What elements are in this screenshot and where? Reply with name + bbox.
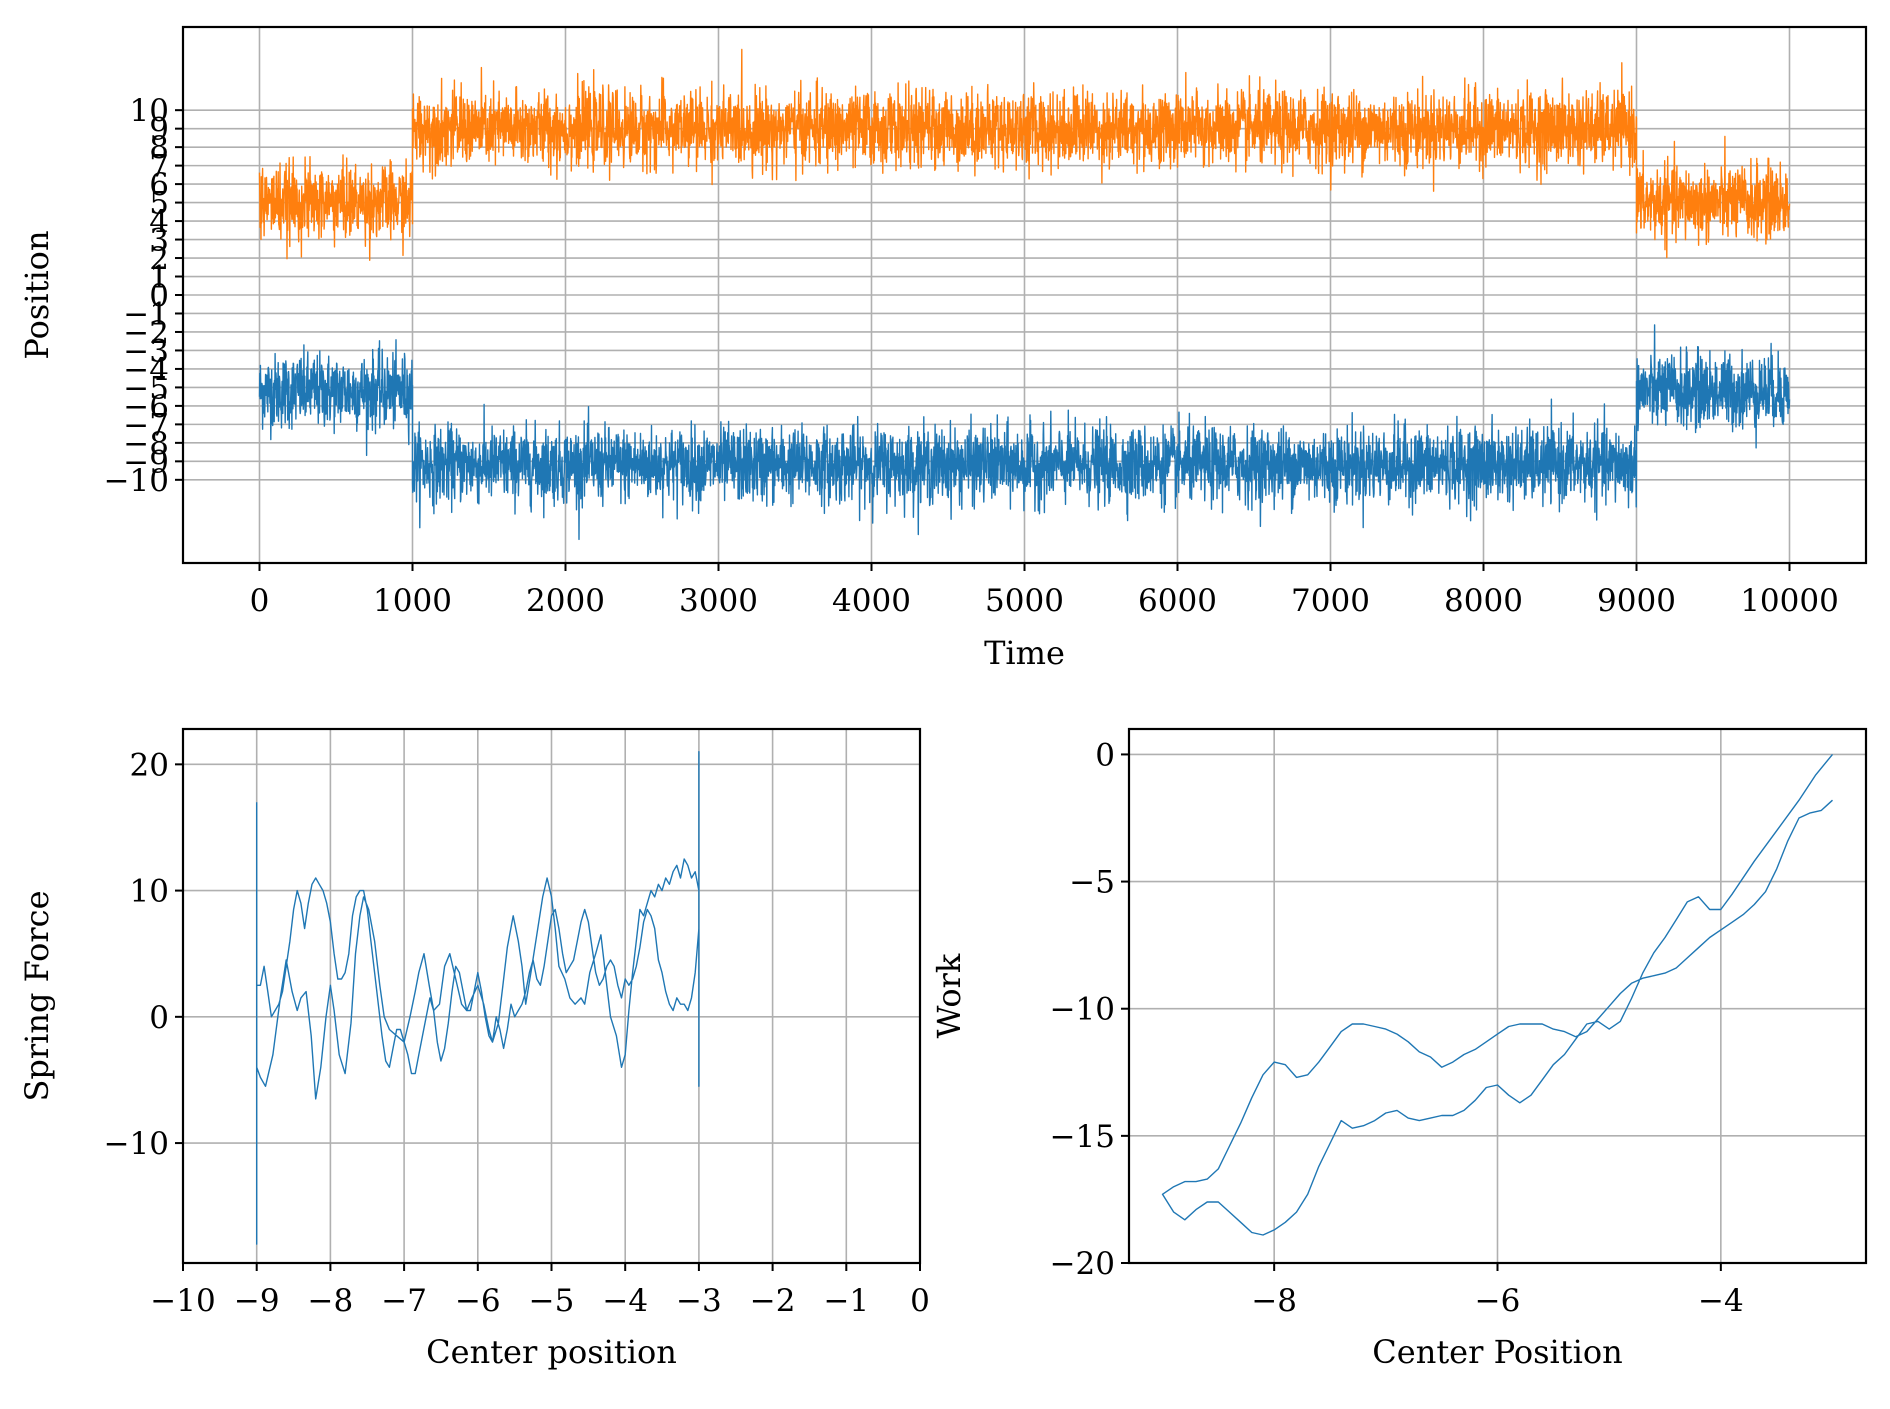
x-tick-label: 6000 [1138, 583, 1217, 619]
chart-time-position: 0 1000 2000 3000 4000 5000 6000 7000 8000 9000 100… [18, 25, 1868, 672]
data-series-line [258, 48, 1791, 261]
x-axis-title: Center position [426, 1333, 677, 1371]
x-tick-label: 7000 [1291, 583, 1370, 619]
x-tick-label: −6 [455, 1283, 501, 1319]
y-tick-label: 1 [149, 260, 169, 296]
y-tick-label: 4 [149, 204, 169, 240]
x-tick-label: −4 [602, 1283, 648, 1319]
x-tick-label: −2 [750, 1283, 796, 1319]
y-axis-title: Position [18, 230, 56, 359]
x-tick-label: −5 [529, 1283, 575, 1319]
x-tick-label: 0 [910, 1283, 930, 1319]
y-tick-label: −10 [104, 1126, 169, 1162]
x-tick-label: −6 [1475, 1283, 1521, 1319]
x-tick-label: 10000 [1740, 583, 1839, 619]
y-tick-label: −4 [123, 352, 169, 388]
y-tick-label: −2 [123, 315, 169, 351]
y-tick-label: 6 [149, 167, 169, 203]
data-series-line [258, 324, 1791, 541]
y-axis-title: Work [930, 953, 968, 1038]
y-tick-label: −3 [123, 333, 169, 369]
y-axis-title: Spring Force [18, 890, 56, 1101]
y-tick-label: −15 [1050, 1119, 1115, 1155]
y-tick-label: 3 [149, 223, 169, 259]
y-tick-label: −6 [123, 389, 169, 425]
y-tick-label: −8 [123, 426, 169, 462]
x-tick-label: 0 [250, 583, 270, 619]
y-tick-label: −20 [1050, 1246, 1115, 1282]
y-tick-label: −5 [1069, 865, 1115, 901]
x-axis-title: Time [984, 634, 1065, 672]
y-tick-label: 20 [130, 747, 169, 783]
x-tick-label: −1 [823, 1283, 869, 1319]
data-series-line [256, 751, 700, 1245]
x-tick-label: 8000 [1444, 583, 1523, 619]
x-tick-label: −10 [150, 1283, 215, 1319]
x-tick-label: 4000 [832, 583, 911, 619]
y-tick-label: −9 [123, 444, 169, 480]
y-tick-label: 0 [149, 1000, 169, 1036]
x-tick-label: −8 [308, 1283, 354, 1319]
data-series-line [1161, 753, 1834, 1236]
y-tick-label: 9 [149, 112, 169, 148]
y-tick-label: 8 [149, 130, 169, 166]
x-tick-label: 1000 [373, 583, 452, 619]
y-tick-label: −10 [104, 463, 169, 499]
y-tick-label: −10 [1050, 992, 1115, 1028]
x-tick-label: −9 [234, 1283, 280, 1319]
y-tick-label: 0 [1095, 737, 1115, 773]
y-tick-label: −5 [123, 370, 169, 406]
x-tick-label: −4 [1698, 1283, 1744, 1319]
y-tick-label: −7 [123, 407, 169, 443]
x-tick-label: 5000 [985, 583, 1064, 619]
x-tick-label: 2000 [526, 583, 605, 619]
chart-work: −8 −6 −4 −20 −15 −10 −5 0 Center Position Work [930, 727, 1868, 1371]
y-tick-label: 10 [130, 93, 169, 129]
x-tick-label: 9000 [1597, 583, 1676, 619]
x-tick-label: −7 [381, 1283, 427, 1319]
x-tick-label: −3 [676, 1283, 722, 1319]
y-tick-label: 5 [149, 186, 169, 222]
x-axis-title: Center Position [1372, 1333, 1622, 1371]
x-tick-label: −8 [1251, 1283, 1297, 1319]
y-tick-label: 0 [149, 278, 169, 314]
y-tick-label: 7 [149, 149, 169, 185]
y-tick-label: 10 [130, 874, 169, 910]
y-tick-label: −1 [123, 296, 169, 332]
y-tick-label: 2 [149, 241, 169, 277]
x-tick-label: 3000 [679, 583, 758, 619]
